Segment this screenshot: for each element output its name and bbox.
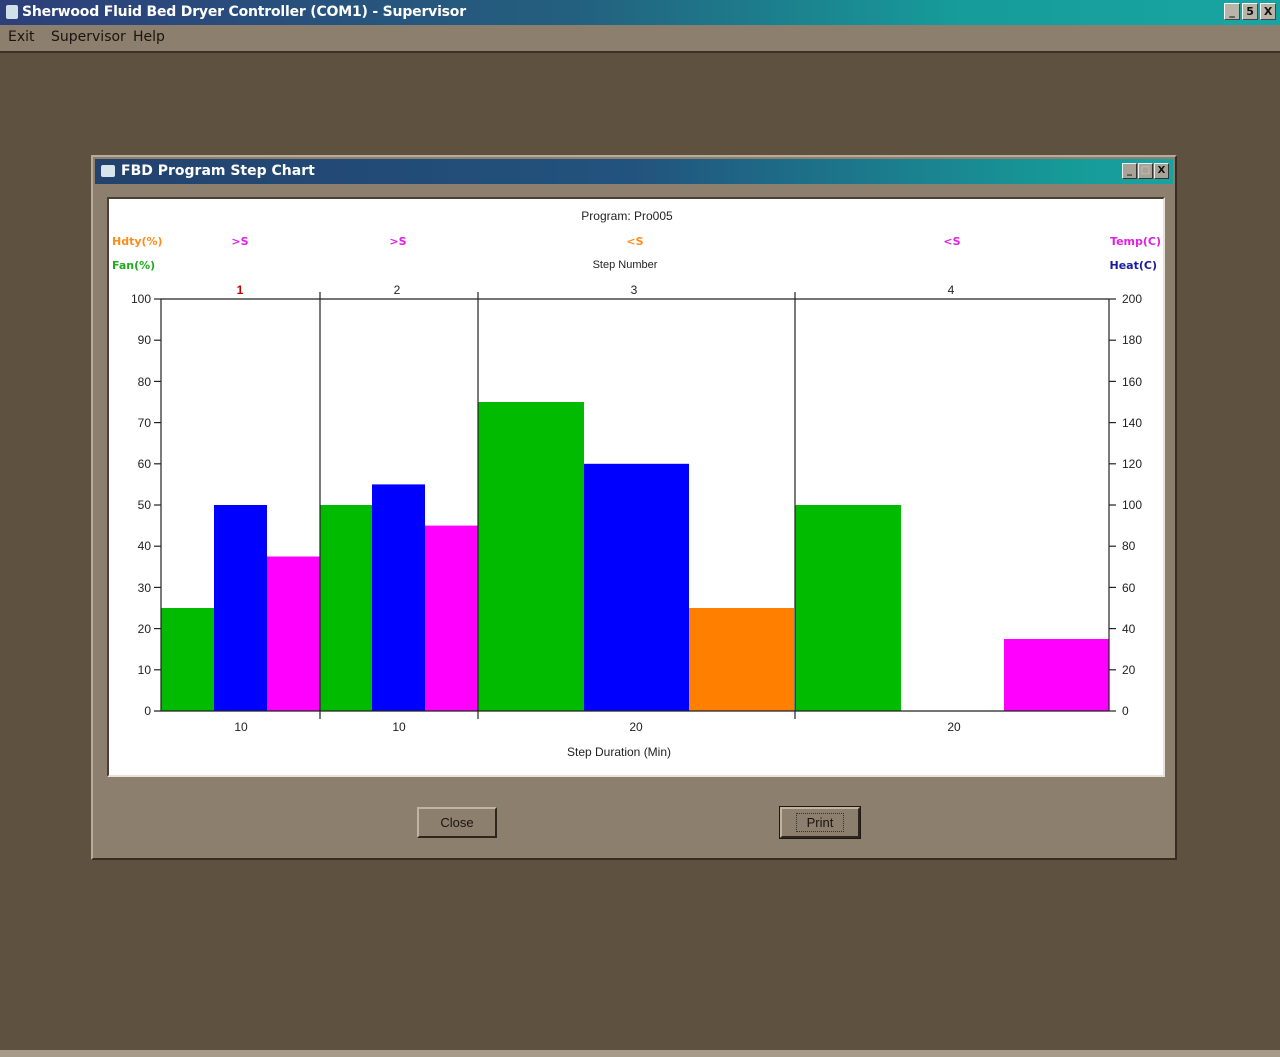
step-2-temp-bar xyxy=(425,525,478,711)
step-4-condition: <S xyxy=(943,235,961,248)
right-tick: 100 xyxy=(1122,498,1143,512)
step-1-heat-bar xyxy=(214,505,267,711)
menu-help[interactable]: Help xyxy=(133,29,165,45)
step-1-condition: >S xyxy=(231,235,249,248)
close-button[interactable]: X xyxy=(1260,3,1276,20)
print-button[interactable]: Print xyxy=(779,806,861,839)
app-title-bar[interactable]: Sherwood Fluid Bed Dryer Controller (COM… xyxy=(0,0,1280,25)
left-tick: 50 xyxy=(137,498,151,512)
step-4-number: 4 xyxy=(947,283,955,297)
dialog-close-button[interactable]: X xyxy=(1154,163,1169,179)
step-1-temp-bar xyxy=(267,556,320,711)
step-number-title: Step Number xyxy=(592,259,658,271)
step-2-condition: >S xyxy=(389,235,407,248)
menu-supervisor[interactable]: Supervisor xyxy=(51,29,126,45)
right-tick: 120 xyxy=(1122,457,1143,471)
right-tick: 60 xyxy=(1122,581,1136,595)
step-4-temp-bar xyxy=(1004,639,1109,711)
bottom-edge xyxy=(0,1050,1280,1057)
left-tick: 30 xyxy=(137,581,151,595)
step-chart-dialog: FBD Program Step Chart _ □ X Program: Pr… xyxy=(91,155,1177,860)
fan-axis-label: Fan(%) xyxy=(112,259,156,272)
step-1-duration: 10 xyxy=(234,720,248,734)
step-2-fan-bar xyxy=(320,505,372,711)
left-tick: 100 xyxy=(130,292,151,306)
step-4-fan-bar xyxy=(795,505,901,711)
program-label: Program: Pro005 xyxy=(581,209,673,223)
right-tick: 20 xyxy=(1122,663,1136,677)
right-tick: 140 xyxy=(1122,416,1143,430)
x-axis-title: Step Duration (Min) xyxy=(566,745,672,759)
restore-button[interactable]: 5 xyxy=(1242,3,1258,20)
menu-exit[interactable]: Exit xyxy=(8,29,35,45)
left-tick: 90 xyxy=(137,333,151,347)
right-tick: 200 xyxy=(1122,292,1143,306)
hdty-axis-label: Hdty(%) xyxy=(112,235,163,248)
left-tick: 70 xyxy=(137,416,151,430)
dialog-title: FBD Program Step Chart xyxy=(121,163,315,179)
dialog-window-controls: _ □ X xyxy=(1122,163,1169,179)
right-tick: 180 xyxy=(1122,333,1143,347)
step-1-fan-bar xyxy=(161,608,214,711)
menu-bar: Exit Supervisor Help xyxy=(0,25,1280,53)
left-tick: 60 xyxy=(137,457,151,471)
print-button-label: Print xyxy=(795,813,845,832)
step-1-number: 1 xyxy=(236,283,244,297)
left-tick: 80 xyxy=(137,375,151,389)
temp-axis-label: Temp(C) xyxy=(1110,235,1161,248)
dialog-title-bar[interactable]: FBD Program Step Chart _ □ X xyxy=(95,159,1173,184)
chart-panel: Program: Pro005 Hdty(%) Fan(%) Temp(C) H… xyxy=(107,197,1165,777)
minimize-button[interactable]: _ xyxy=(1224,3,1240,20)
left-tick: 10 xyxy=(137,663,151,677)
step-4-duration: 20 xyxy=(947,720,961,734)
step-3-condition: <S xyxy=(626,235,644,248)
left-tick: 20 xyxy=(137,622,151,636)
right-tick: 40 xyxy=(1122,622,1136,636)
dialog-icon xyxy=(101,165,115,177)
heat-axis-label: Heat(C) xyxy=(1109,259,1157,272)
right-tick: 0 xyxy=(1122,704,1129,718)
window-controls: _ 5 X xyxy=(1224,3,1276,20)
bar-chart-plot xyxy=(154,292,1116,719)
close-dialog-button[interactable]: Close xyxy=(417,807,497,838)
left-tick: 0 xyxy=(144,704,151,718)
dialog-minimize-button[interactable]: _ xyxy=(1122,163,1137,179)
right-tick: 160 xyxy=(1122,375,1143,389)
step-3-hdty-bar xyxy=(689,608,794,711)
left-tick: 40 xyxy=(137,539,151,553)
app-title: Sherwood Fluid Bed Dryer Controller (COM… xyxy=(22,4,466,20)
step-3-fan-bar xyxy=(478,402,584,711)
dialog-maximize-button[interactable]: □ xyxy=(1138,163,1153,179)
step-3-number: 3 xyxy=(630,283,638,297)
app-icon xyxy=(6,5,18,19)
step-3-duration: 20 xyxy=(629,720,643,734)
step-2-number: 2 xyxy=(393,283,401,297)
step-2-duration: 10 xyxy=(392,720,406,734)
step-2-heat-bar xyxy=(372,484,425,711)
right-tick: 80 xyxy=(1122,539,1136,553)
step-3-heat-bar xyxy=(584,463,689,711)
